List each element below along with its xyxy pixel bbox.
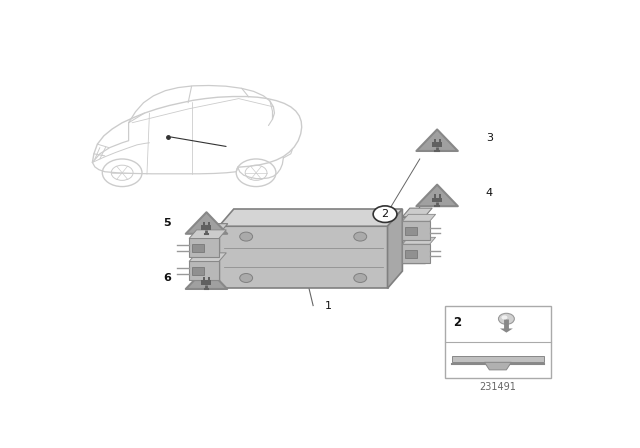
Bar <box>208 277 210 280</box>
Circle shape <box>201 253 214 262</box>
Bar <box>203 222 205 225</box>
Polygon shape <box>403 208 432 217</box>
Bar <box>405 227 417 235</box>
Text: 2: 2 <box>381 209 388 219</box>
Text: 231491: 231491 <box>479 382 516 392</box>
Polygon shape <box>403 221 429 240</box>
Circle shape <box>502 315 508 319</box>
Bar <box>432 142 442 147</box>
Polygon shape <box>417 129 458 151</box>
Text: 2: 2 <box>454 316 461 329</box>
Bar <box>452 356 544 362</box>
Bar <box>434 139 436 142</box>
Polygon shape <box>417 185 458 206</box>
Polygon shape <box>189 238 219 258</box>
Circle shape <box>354 232 367 241</box>
Text: 5: 5 <box>163 218 171 228</box>
Circle shape <box>499 313 515 324</box>
Circle shape <box>354 273 367 283</box>
Polygon shape <box>403 217 425 263</box>
Text: 4: 4 <box>486 189 493 198</box>
Circle shape <box>373 206 397 223</box>
Bar <box>208 222 210 225</box>
Circle shape <box>240 232 253 241</box>
Polygon shape <box>186 212 227 234</box>
Bar <box>191 267 204 275</box>
Polygon shape <box>189 253 227 262</box>
Polygon shape <box>219 209 403 226</box>
Bar <box>203 277 205 280</box>
Text: 6: 6 <box>163 273 171 283</box>
Bar <box>438 139 440 142</box>
FancyBboxPatch shape <box>445 306 551 378</box>
Polygon shape <box>189 262 219 280</box>
Bar <box>202 280 211 285</box>
Polygon shape <box>189 230 227 238</box>
Bar <box>405 250 417 258</box>
Bar <box>191 244 204 252</box>
Polygon shape <box>196 224 228 234</box>
Polygon shape <box>403 214 436 221</box>
Polygon shape <box>500 328 513 332</box>
Bar <box>202 225 211 230</box>
Polygon shape <box>196 234 219 280</box>
Circle shape <box>406 235 420 245</box>
Text: 3: 3 <box>486 133 493 143</box>
Bar <box>438 194 440 198</box>
Bar <box>432 198 442 202</box>
Polygon shape <box>186 267 227 289</box>
Bar <box>434 194 436 198</box>
Polygon shape <box>484 362 511 370</box>
Circle shape <box>240 273 253 283</box>
Polygon shape <box>403 244 429 263</box>
Polygon shape <box>403 237 436 244</box>
Polygon shape <box>388 209 403 289</box>
Polygon shape <box>219 226 388 289</box>
Text: 1: 1 <box>324 301 332 310</box>
